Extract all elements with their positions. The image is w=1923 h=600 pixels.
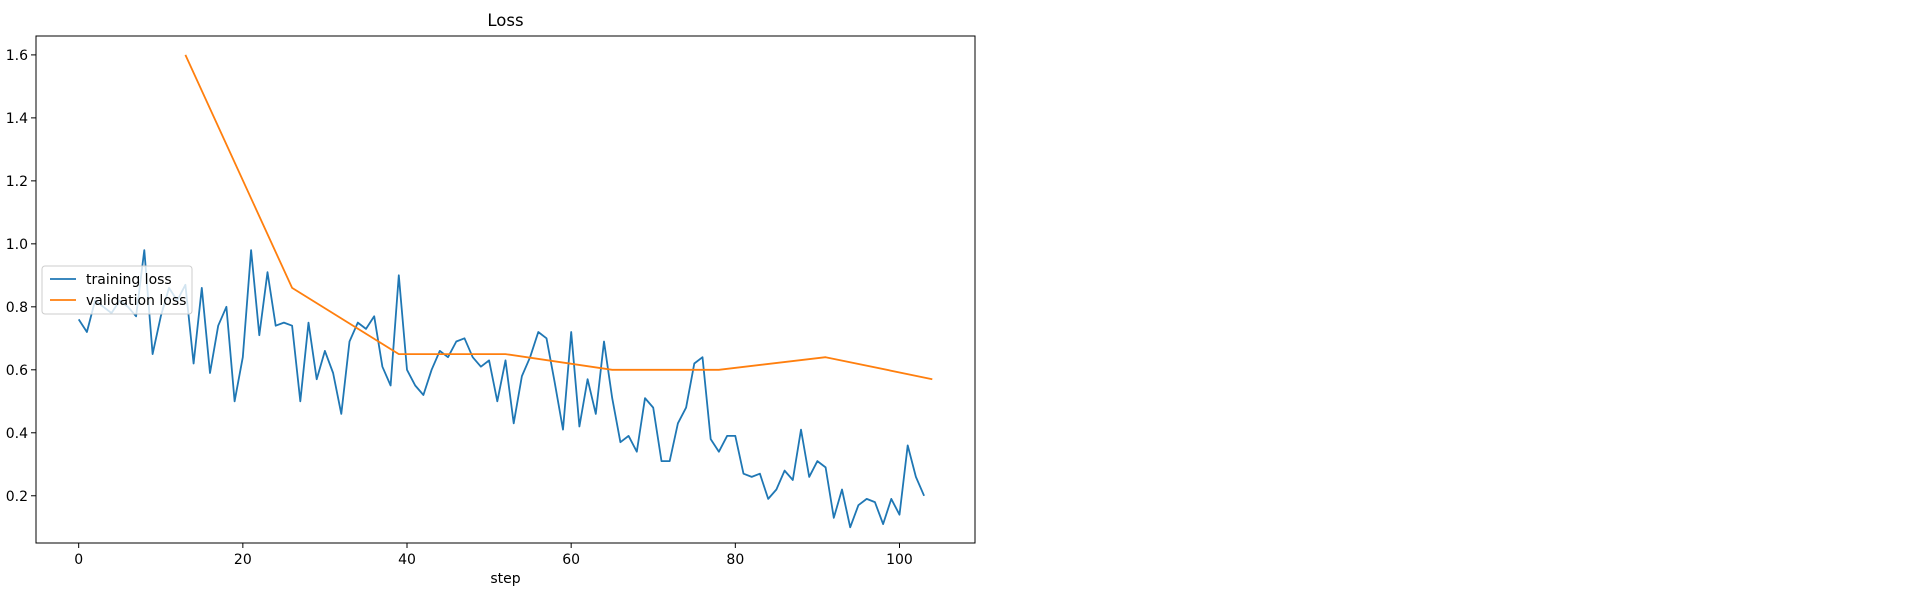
chart-title: Loss <box>487 11 523 30</box>
x-tick-label: 100 <box>886 552 913 568</box>
y-tick-label: 1.0 <box>6 237 28 253</box>
x-axis-label: step <box>490 571 520 587</box>
legend-label: validation loss <box>86 293 186 309</box>
y-axis-ticks: 0.2 0.4 0.6 0.8 1.0 1.2 1.4 1.6 <box>6 48 36 505</box>
y-tick-label: 1.6 <box>6 48 28 64</box>
legend-box <box>41 265 193 315</box>
plot-frame <box>35 35 976 544</box>
y-tick-label: 1.4 <box>6 111 28 127</box>
series-line-training-loss <box>77 249 925 529</box>
y-tick-label: 0.6 <box>6 363 28 379</box>
legend-label: training loss <box>86 272 172 288</box>
plot-area <box>77 54 933 529</box>
x-axis-ticks: 0 20 40 60 80 100 <box>74 543 913 568</box>
legend: training loss validation loss <box>41 265 193 315</box>
x-tick-label: 80 <box>726 552 744 568</box>
y-tick-label: 0.2 <box>6 489 28 505</box>
x-tick-label: 60 <box>562 552 580 568</box>
y-tick-label: 0.8 <box>6 300 28 316</box>
series-line-validation-loss <box>184 54 933 381</box>
x-tick-label: 40 <box>398 552 416 568</box>
y-tick-label: 0.4 <box>6 426 28 442</box>
x-tick-label: 0 <box>74 552 83 568</box>
x-tick-label: 20 <box>234 552 252 568</box>
y-tick-label: 1.2 <box>6 174 28 190</box>
